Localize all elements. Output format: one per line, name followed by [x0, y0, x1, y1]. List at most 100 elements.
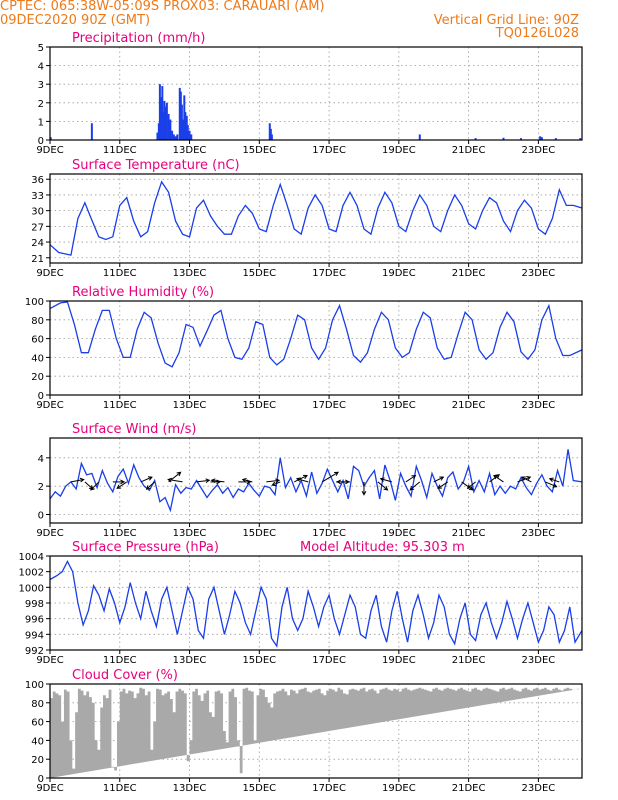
- wind-arrow-shaft: [272, 481, 281, 486]
- cloud-cover-area: [50, 687, 581, 778]
- precipitation-bar: [502, 137, 505, 140]
- y-tick-label: 20: [31, 372, 44, 383]
- wind-arrow-shaft: [168, 479, 183, 483]
- y-tick-label: 1000: [19, 583, 44, 594]
- wind-arrow: [361, 481, 367, 496]
- precipitation-bar: [579, 138, 582, 140]
- wind-arrow-shaft: [461, 481, 474, 491]
- wind-arrow-shaft: [211, 479, 225, 483]
- precipitation-bar: [174, 136, 177, 140]
- wind-arrow: [545, 481, 558, 488]
- x-tick-label: 13DEC: [173, 268, 207, 279]
- x-tick-label: 21DEC: [452, 655, 486, 666]
- panel-title: Surface Wind (m/s): [72, 422, 196, 437]
- x-tick-label: 13DEC: [173, 528, 207, 539]
- header-station-line: CPTEC: 065:38W-05:09S PROX03: CARAUARI (…: [0, 0, 325, 14]
- x-tick-label: 9DEC: [36, 145, 63, 156]
- wind-arrow-shaft: [409, 481, 421, 491]
- panel-title: Surface Temperature (nC): [72, 158, 240, 173]
- wind-arrow: [112, 479, 126, 485]
- panel-title: Relative Humidity (%): [72, 285, 214, 300]
- y-tick-label: 80: [31, 699, 44, 710]
- wind-arrow-head: [468, 486, 474, 491]
- wind-arrow-head: [116, 484, 122, 489]
- y-tick-label: 1: [38, 117, 44, 128]
- y-tick-label: 2: [38, 99, 44, 110]
- y-tick-label: 998: [25, 599, 44, 610]
- wind-arrow: [241, 478, 253, 483]
- precipitation-bar: [519, 138, 522, 140]
- x-tick-label: 19DEC: [382, 528, 416, 539]
- x-tick-label: 17DEC: [312, 783, 346, 794]
- x-tick-label: 17DEC: [312, 400, 346, 411]
- wind-arrow: [271, 481, 281, 487]
- temperature-line: [49, 180, 583, 256]
- wind-arrow: [437, 481, 448, 489]
- precipitation-bar: [172, 134, 175, 140]
- x-tick-label: 13DEC: [173, 145, 207, 156]
- precipitation-bar: [49, 137, 52, 140]
- precipitation-bar: [186, 125, 189, 140]
- precipitation-bar: [157, 123, 160, 140]
- y-tick-label: 1004: [19, 552, 44, 563]
- header-run-id: TQ0126L028: [495, 26, 579, 41]
- model-altitude-annotation: Model Altitude: 95.303 m: [300, 540, 465, 555]
- precipitation-bar: [171, 130, 174, 140]
- wind-arrow: [70, 477, 85, 483]
- wind-arrow: [116, 481, 128, 489]
- wind-arrow: [493, 474, 504, 483]
- panel-frame: [49, 437, 583, 524]
- wind-arrow-shaft: [321, 471, 339, 483]
- x-tick-label: 19DEC: [382, 783, 416, 794]
- precipitation-bar: [90, 123, 93, 140]
- x-tick-label: 23DEC: [522, 783, 556, 794]
- y-tick-label: 60: [31, 335, 44, 346]
- wind-arrow-shaft: [266, 479, 280, 483]
- panel-title: Surface Pressure (hPa): [72, 540, 219, 555]
- x-tick-label: 23DEC: [522, 655, 556, 666]
- y-tick-label: 27: [31, 222, 44, 233]
- y-tick-label: 20: [31, 755, 44, 766]
- wind-arrow-head: [176, 471, 182, 477]
- x-tick-label: 9DEC: [36, 400, 63, 411]
- x-tick-label: 21DEC: [452, 145, 486, 156]
- x-tick-label: 11DEC: [103, 528, 137, 539]
- wind-arrow: [295, 477, 309, 483]
- wind-arrow-head: [79, 477, 85, 483]
- y-tick-label: 40: [31, 736, 44, 747]
- x-tick-label: 21DEC: [452, 268, 486, 279]
- x-tick-label: 13DEC: [173, 783, 207, 794]
- wind-arrow-shaft: [196, 479, 210, 483]
- panel-1: 0 1 2 3 4 5 9DEC 11DEC 13DEC 15DEC 17DEC 19DEC 21DEC…: [36, 31, 583, 156]
- wind-arrow: [405, 474, 417, 483]
- x-tick-label: 21DEC: [452, 528, 486, 539]
- x-tick-label: 23DEC: [522, 268, 556, 279]
- x-tick-label: 11DEC: [103, 400, 137, 411]
- wind-arrow: [140, 476, 153, 483]
- precipitation-bar: [474, 138, 477, 140]
- wind-arrow-head: [552, 483, 558, 488]
- x-tick-label: 23DEC: [522, 528, 556, 539]
- x-tick-label: 11DEC: [103, 145, 137, 156]
- precipitation-bar: [164, 106, 167, 140]
- y-tick-label: 100: [25, 297, 44, 308]
- x-tick-label: 19DEC: [382, 268, 416, 279]
- y-tick-label: 80: [31, 316, 44, 327]
- precipitation-bar: [178, 87, 181, 140]
- wind-arrow: [409, 481, 421, 491]
- wind-arrow-shaft: [70, 479, 84, 483]
- panel-title: Precipitation (mm/h): [72, 31, 205, 46]
- precipitation-bar: [554, 138, 557, 140]
- panel-4: 0 2 4 9DEC 11DEC 13DEC 15DEC 17DEC 19DEC 21DEC 23D…: [36, 422, 583, 539]
- y-tick-label: 1002: [19, 568, 44, 579]
- wind-arrow-shaft: [405, 475, 416, 483]
- wind-arrow-head: [334, 471, 339, 477]
- wind-arrow-head: [302, 474, 308, 480]
- precipitation-bar: [184, 112, 187, 140]
- panel-frame: [49, 173, 583, 264]
- wind-arrow: [520, 476, 532, 483]
- y-tick-label: 33: [31, 191, 44, 202]
- wind-arrow-head: [120, 479, 126, 485]
- wind-arrow-shaft: [493, 475, 504, 483]
